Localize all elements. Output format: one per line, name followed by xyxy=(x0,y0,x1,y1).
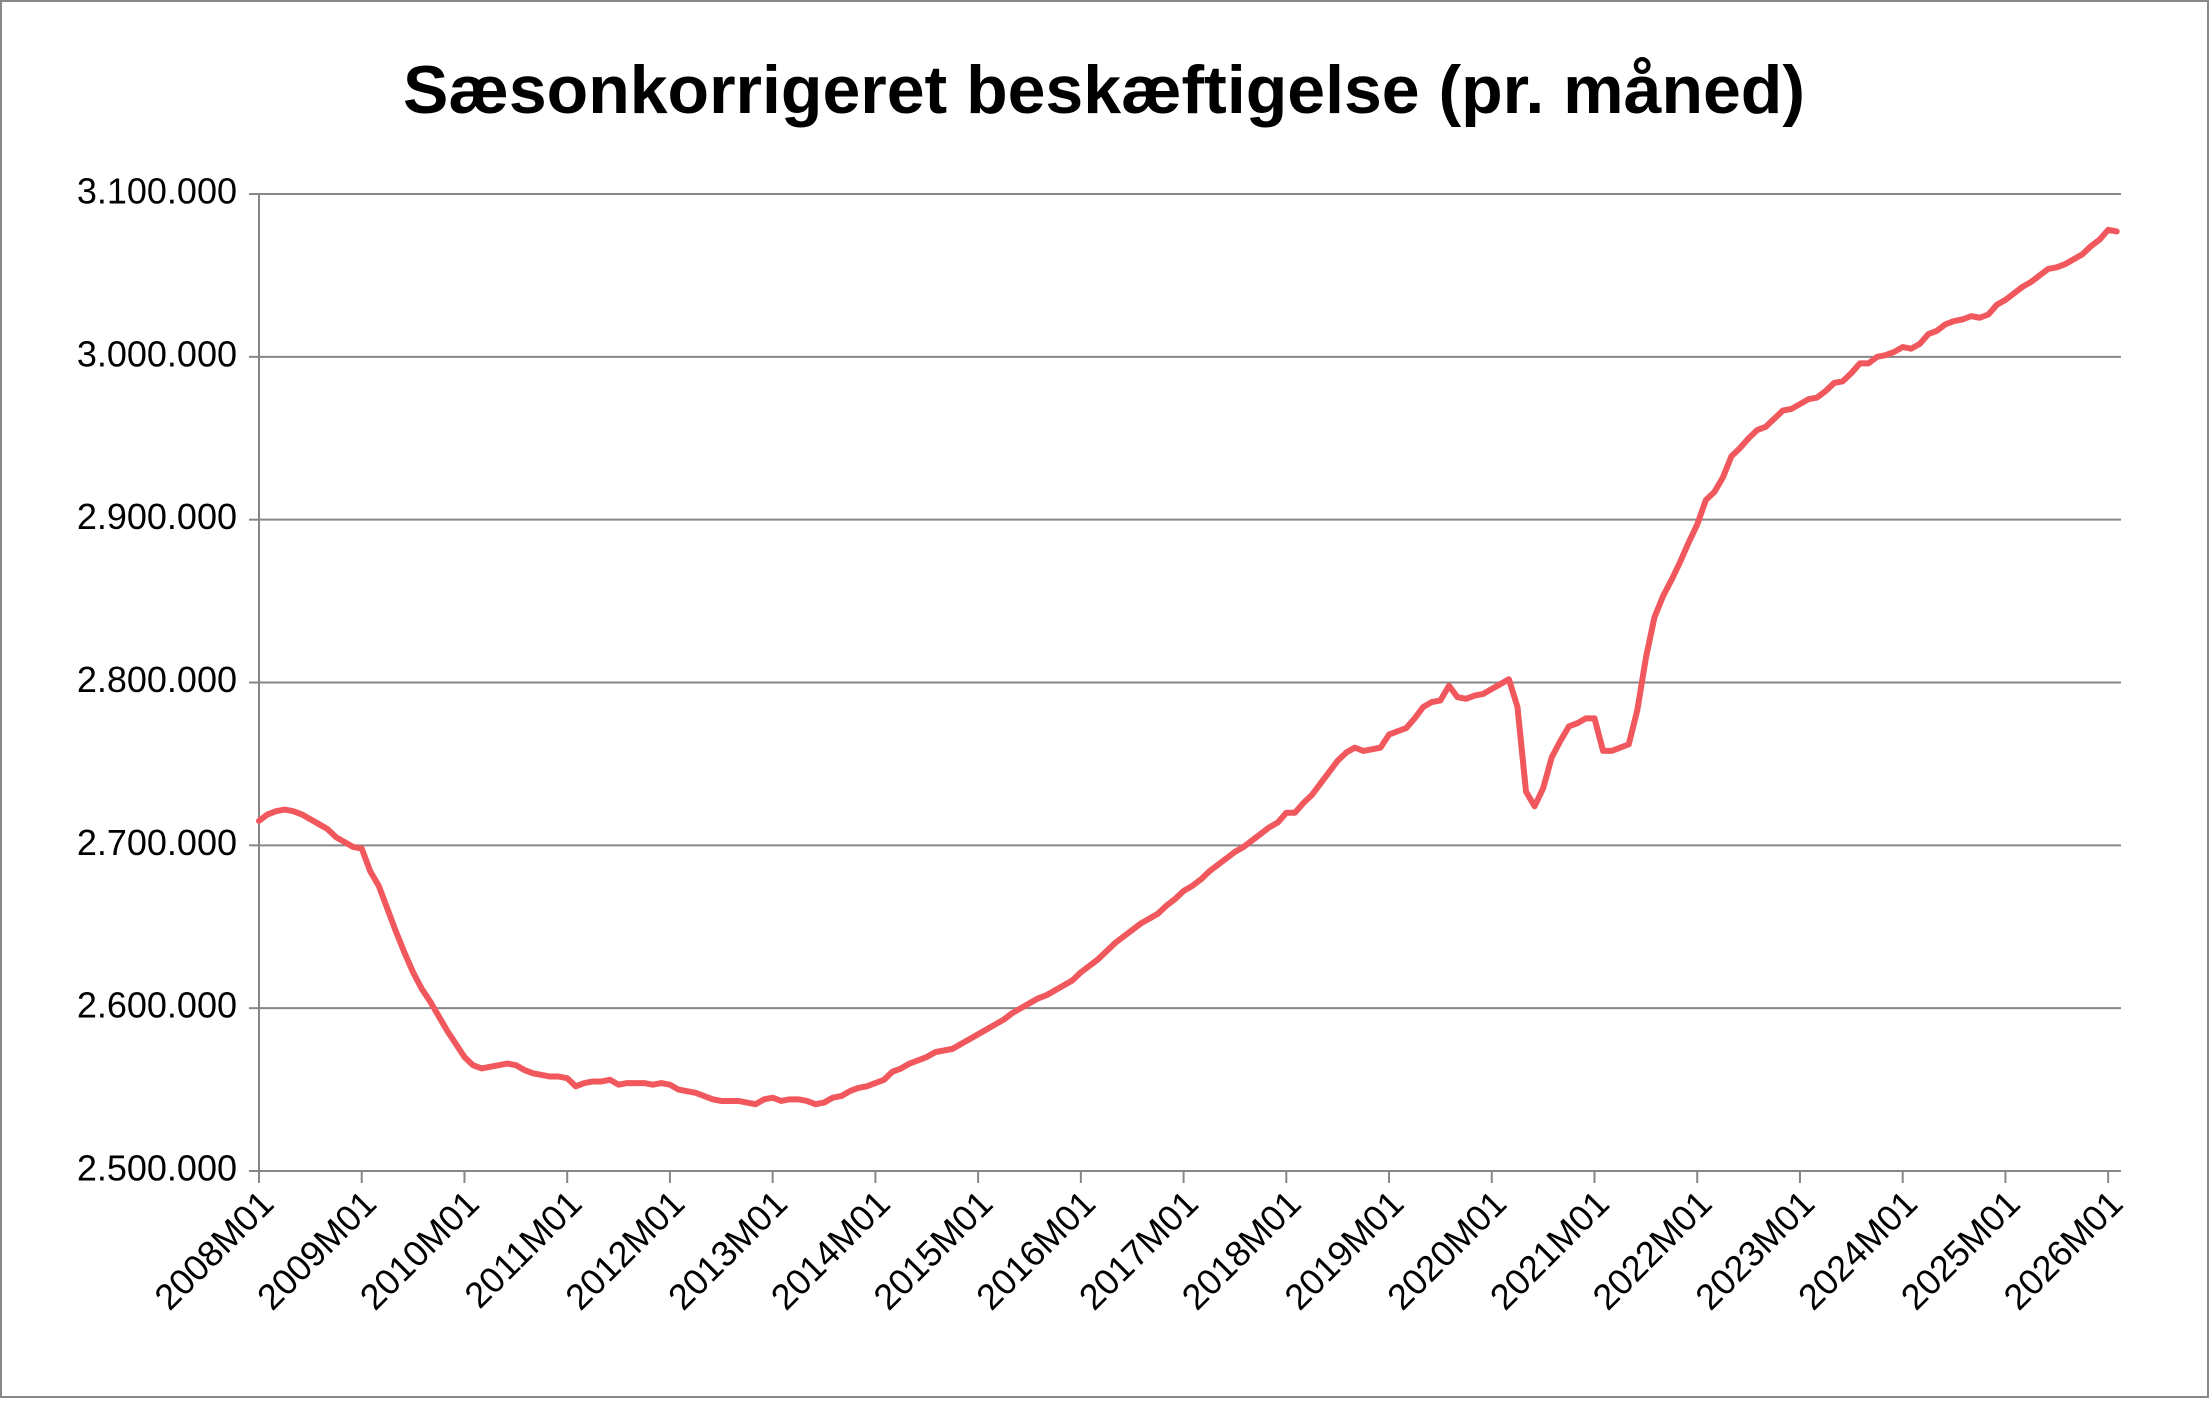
y-tick-label: 2.900.000 xyxy=(77,496,237,537)
y-tick-label: 2.600.000 xyxy=(77,985,237,1026)
y-tick-label: 3.000.000 xyxy=(77,333,237,374)
y-tick-label: 2.700.000 xyxy=(77,822,237,863)
y-tick-label: 2.800.000 xyxy=(77,659,237,700)
y-tick-label: 3.100.000 xyxy=(77,171,237,212)
y-tick-label: 2.500.000 xyxy=(77,1148,237,1189)
data-line xyxy=(256,226,2120,1108)
chart-title: Sæsonkorrigeret beskæftigelse (pr. måned… xyxy=(403,52,1805,128)
